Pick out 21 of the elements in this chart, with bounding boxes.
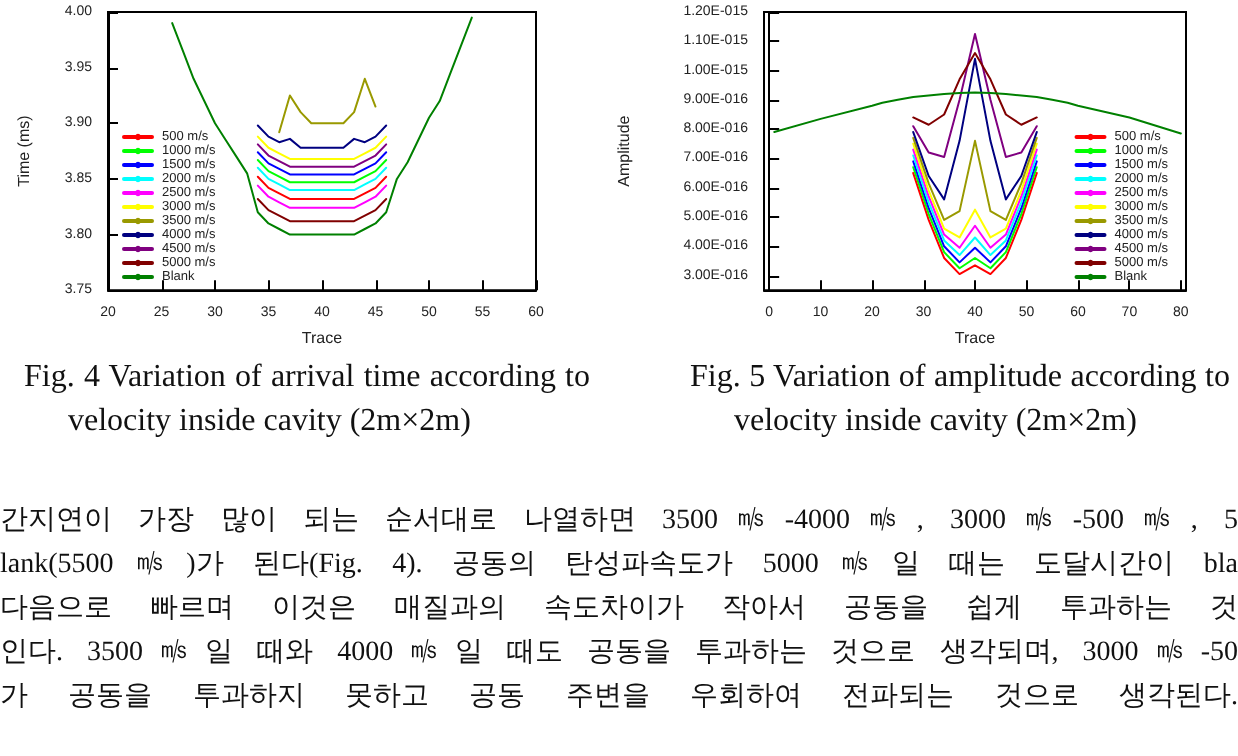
text: lank(5500㎧)가 된다(Fig. 4). 공동의 탄성파속도가 5000㎧일 때는 도달시간이 bla	[0, 548, 1238, 584]
x-axis-title: Trace	[954, 329, 997, 347]
line-series	[256, 143, 388, 168]
y-axis-title: Time (ms)	[15, 114, 33, 187]
line-series	[256, 151, 388, 176]
text: 다음으로 빠르며 이것은 매질과의 속도차이가 작아서 공동을 쉽게 투과하는 것	[0, 592, 1238, 628]
text: 가 공동을 투과하지 못하고 공동 주변을 우회하여 전파되는 것으로 생각된다.	[0, 680, 1238, 716]
line-series	[256, 175, 388, 200]
x-axis-title: Trace	[301, 329, 344, 347]
line-series	[278, 77, 377, 134]
text: Fig. 4 Variation of arrival time according to velocity inside cavity (2m×2m)	[24, 358, 590, 442]
line-series	[256, 124, 388, 149]
line-series	[256, 166, 388, 192]
line-series	[256, 135, 388, 160]
text: 간지연이 가장 많이 되는 순서대로 나열하면 3500㎧-4000㎧, 3000㎧-500㎧, 5	[0, 504, 1238, 540]
line-series	[256, 184, 388, 209]
line-series	[256, 197, 388, 223]
y-axis-title: Amplitude	[615, 114, 633, 187]
line-series	[256, 159, 388, 184]
text: Fig. 5 Variation of amplitude according to velocity inside cavity (2m×2m)	[690, 358, 1230, 442]
text: 인다. 3500㎧일 때와 4000㎧일 때도 공동을 투과하는 것으로 생각되며, 3000㎧-50	[0, 636, 1238, 672]
